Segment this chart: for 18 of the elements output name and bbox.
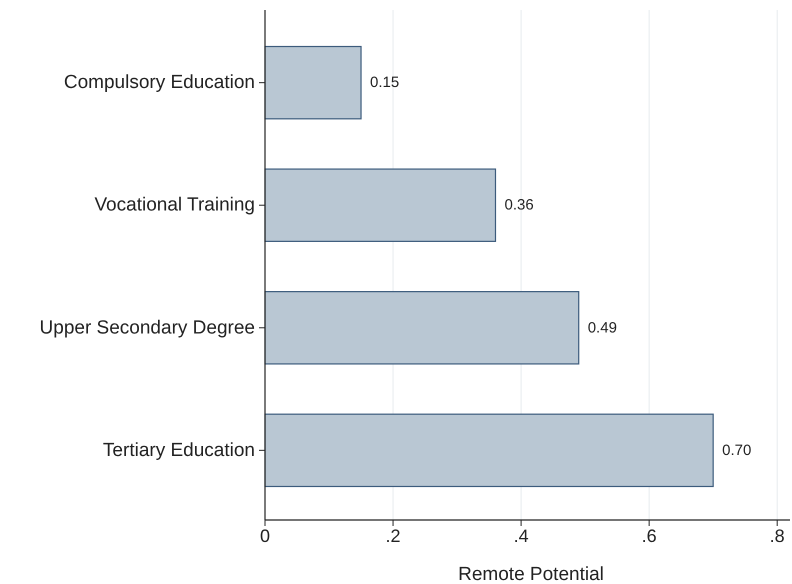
data-label: 0.49: [588, 319, 617, 336]
bar: [264, 291, 580, 365]
x-axis-title: Remote Potential: [458, 564, 604, 584]
y-tick-label: Compulsory Education: [64, 72, 255, 94]
x-tick-label: .2: [386, 526, 401, 546]
data-label: 0.70: [722, 442, 752, 459]
bar: [264, 46, 362, 120]
data-label: 0.15: [370, 74, 400, 92]
x-tick-label: .6: [642, 526, 657, 546]
x-tick-label: .4: [514, 526, 529, 546]
y-tick-label: Tertiary Education: [102, 440, 255, 461]
x-tick-label: .8: [770, 526, 785, 546]
data-label: 0.36: [504, 196, 534, 214]
x-tick-label: 0: [260, 526, 270, 546]
bar: [264, 414, 714, 488]
bar: [264, 168, 496, 242]
y-tick-label: Vocational Training: [94, 194, 255, 216]
y-tick-label: Upper Secondary Degree: [40, 317, 255, 338]
